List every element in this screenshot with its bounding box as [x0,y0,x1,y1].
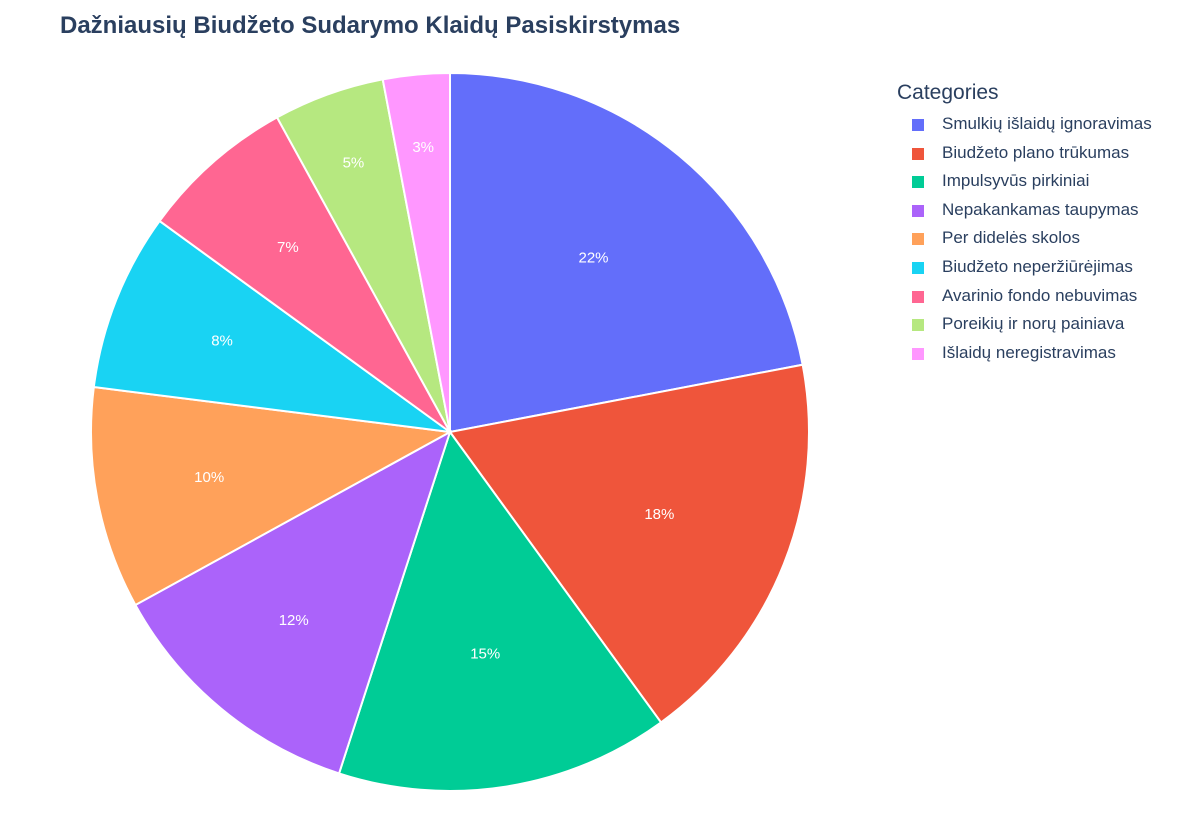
slice-label: 3% [412,139,434,156]
legend-label: Biudžeto plano trūkumas [942,142,1130,162]
legend-label: Išlaidų neregistravimas [942,342,1116,362]
slice-label: 18% [644,506,674,523]
legend-label: Poreikių ir norų painiava [942,314,1125,334]
legend-swatch [912,176,924,189]
pie-slice [337,429,663,792]
legend: Categories Smulkių išlaidų ignoravimas Bi… [897,81,1152,370]
slice-label: 10% [194,469,224,486]
legend-label: Impulsyvūs pirkiniai [942,171,1090,191]
legend-item[interactable]: Biudžeto plano trūkumas [897,141,1129,170]
legend-label: Smulkių išlaidų ignoravimas [942,114,1152,133]
slice-label: 22% [579,249,609,266]
legend-label: Biudžeto neperžiūrėjimas [942,256,1133,276]
pie-slice [448,363,810,724]
legend-swatch [912,147,924,160]
slice-label: 15% [470,645,500,662]
legend-swatch [912,261,924,274]
legend-item[interactable]: Smulkių išlaidų ignoravimas [897,112,1152,141]
pie-slice [381,71,451,433]
pie-slice [449,71,804,434]
legend-swatch [912,119,924,131]
pie-slice [90,385,454,607]
legend-swatch [912,319,924,332]
legend-swatch [912,233,924,246]
legend-swatch [912,347,924,360]
pie-slice [92,219,451,433]
legend-item[interactable]: Nepakankamas taupymas [897,198,1139,227]
legend-swatch [912,290,924,303]
legend-label: Per didelės skolos [942,228,1080,248]
chart-title: Dažniausių Biudžeto Sudarymo Klaidų Pasi… [60,12,681,39]
slice-label: 5% [343,155,365,172]
legend-item[interactable]: Biudžeto neperžiūrėjimas [897,255,1133,284]
slice-label: 8% [211,333,233,350]
legend-label: Nepakankamas taupymas [942,199,1139,219]
legend-item[interactable]: Poreikių ir norų painiava [897,312,1124,341]
legend-swatch [912,204,924,217]
pie-slice [134,429,452,775]
legend-label: Avarinio fondo nebuvimas [942,285,1138,305]
legend-title: Categories [897,81,999,104]
legend-item[interactable]: Per didelės skolos [897,226,1080,255]
legend-item[interactable]: Impulsyvūs pirkiniai [897,169,1089,198]
legend-item[interactable]: Avarinio fondo nebuvimas [897,284,1137,313]
slice-label: 7% [277,239,299,256]
legend-item[interactable]: Išlaidų neregistravimas [897,341,1116,370]
slice-label: 12% [279,612,309,629]
pie-slice [158,116,451,433]
